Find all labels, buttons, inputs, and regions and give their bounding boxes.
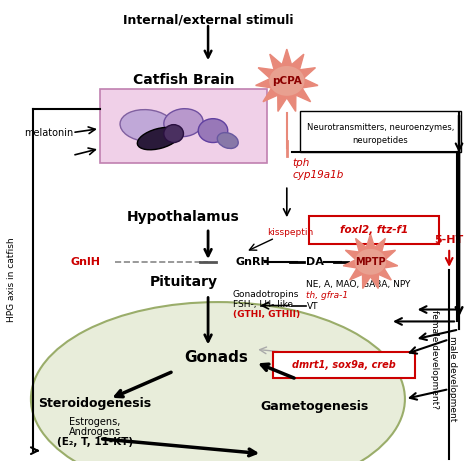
- Polygon shape: [255, 49, 318, 111]
- Text: NE, A, MAO, GABA, NPY: NE, A, MAO, GABA, NPY: [307, 280, 411, 289]
- FancyBboxPatch shape: [310, 216, 439, 244]
- Text: Neurotransmitters, neuroenzymes,: Neurotransmitters, neuroenzymes,: [307, 123, 454, 132]
- FancyBboxPatch shape: [300, 111, 461, 152]
- Text: dmrt1, sox9a, creb: dmrt1, sox9a, creb: [292, 360, 396, 370]
- Text: Pituitary: Pituitary: [149, 275, 218, 289]
- Text: cyp19a1b: cyp19a1b: [293, 170, 344, 180]
- Text: th, gfra-1: th, gfra-1: [307, 291, 348, 300]
- Text: 5-HT: 5-HT: [435, 235, 464, 245]
- FancyBboxPatch shape: [273, 352, 415, 378]
- Text: MPTP: MPTP: [355, 257, 386, 267]
- Ellipse shape: [217, 133, 238, 148]
- Text: GnRH: GnRH: [236, 257, 270, 267]
- Ellipse shape: [164, 125, 183, 143]
- Ellipse shape: [31, 302, 405, 462]
- Text: Steroidogenesis: Steroidogenesis: [38, 397, 152, 410]
- Text: tph: tph: [293, 158, 310, 169]
- Text: foxl2, ftz-f1: foxl2, ftz-f1: [340, 225, 409, 235]
- Text: Hypothalamus: Hypothalamus: [127, 210, 240, 224]
- Text: neuropetides: neuropetides: [353, 136, 408, 145]
- Text: Gonadotropins: Gonadotropins: [233, 290, 299, 298]
- Text: GnlH: GnlH: [70, 257, 100, 267]
- Text: (GTHI, GTHII): (GTHI, GTHII): [233, 310, 300, 318]
- Text: VT: VT: [307, 302, 318, 310]
- Ellipse shape: [120, 109, 174, 142]
- Text: Estrogens,: Estrogens,: [69, 417, 120, 427]
- Ellipse shape: [164, 109, 203, 137]
- Text: DA: DA: [307, 257, 324, 267]
- Text: Catfish Brain: Catfish Brain: [133, 73, 234, 87]
- Text: FSH-, LH- like: FSH-, LH- like: [233, 299, 292, 309]
- Ellipse shape: [269, 66, 304, 96]
- Text: female development?: female development?: [430, 310, 439, 409]
- Text: male development: male development: [447, 336, 456, 422]
- Text: Androgens: Androgens: [69, 427, 121, 437]
- Text: (E₂, T, 11-KT): (E₂, T, 11-KT): [57, 437, 133, 447]
- Text: Gonads: Gonads: [184, 350, 248, 365]
- Polygon shape: [343, 234, 398, 288]
- Text: Internal/external stimuli: Internal/external stimuli: [123, 13, 293, 26]
- Text: pCPA: pCPA: [272, 76, 301, 86]
- Text: melatonin: melatonin: [24, 128, 73, 138]
- FancyBboxPatch shape: [100, 89, 267, 164]
- Ellipse shape: [137, 128, 181, 150]
- Ellipse shape: [355, 249, 386, 275]
- Text: HPG axis in catfish: HPG axis in catfish: [7, 237, 16, 322]
- Text: kisspeptin: kisspeptin: [267, 228, 313, 237]
- Ellipse shape: [198, 119, 228, 143]
- Text: Gametogenesis: Gametogenesis: [260, 401, 368, 413]
